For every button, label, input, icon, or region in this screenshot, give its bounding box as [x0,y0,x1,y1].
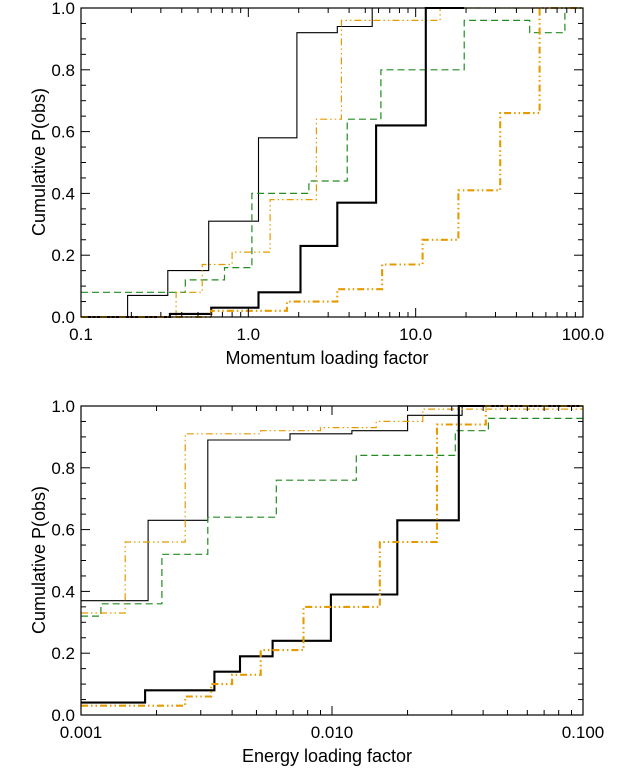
momentum-axes: 0.1 1.0 10.0 100.0 0.0 0.2 0.4 0.6 0.8 1.0 [51,0,604,344]
y-tick-label: 0.6 [51,521,75,540]
x-tick-label: 0.100 [562,723,605,742]
series-line-thin-dash-dot-dot [81,408,583,614]
x-tick-label: 0.1 [69,325,93,344]
series-line-thick-dash-dot-dot [81,404,583,707]
energy-y-axis-title: Cumulative P(obs) [29,486,49,634]
y-tick-label: 0.0 [51,706,75,725]
series-line-thin-solid [81,7,583,318]
energy-series-group [81,404,583,707]
series-line-thin-dash-dot-dot [81,7,583,318]
series-line-thick-solid [81,6,465,319]
series-line-thick-solid [81,404,583,704]
energy-x-axis-title: Energy loading factor [242,746,412,766]
momentum-series-group [81,6,583,319]
series-line-thick-dash-dot-dot [81,6,583,319]
y-tick-label: 0.0 [51,308,75,327]
y-tick-label: 0.8 [51,459,75,478]
series-line-dashed [81,417,583,617]
y-tick-label: 0.8 [51,61,75,80]
x-tick-label: 1.0 [237,325,261,344]
x-tick-label: 0.010 [311,723,354,742]
plot-frame [80,405,584,716]
energy-axes: 0.001 0.010 0.100 0.0 0.2 0.4 0.6 0.8 1.0 [51,397,604,742]
y-tick-label: 1.0 [51,397,75,416]
y-tick-label: 1.0 [51,0,75,18]
panel-momentum: 0.1 1.0 10.0 100.0 0.0 0.2 0.4 0.6 0.8 1.0 Moment… [29,0,604,368]
momentum-y-axis-title: Cumulative P(obs) [29,88,49,236]
y-tick-label: 0.2 [51,644,75,663]
momentum-x-axis-title: Momentum loading factor [225,348,428,368]
plot-frame [80,7,584,318]
series-line-dashed [81,7,583,293]
y-tick-label: 0.6 [51,123,75,142]
y-tick-label: 0.4 [51,582,75,601]
y-tick-label: 0.4 [51,184,75,203]
x-tick-label: 10.0 [399,325,432,344]
x-tick-label: 100.0 [562,325,605,344]
panel-energy: 0.001 0.010 0.100 0.0 0.2 0.4 0.6 0.8 1.0 Energy… [29,397,604,766]
x-tick-label: 0.001 [60,723,103,742]
y-tick-label: 0.2 [51,246,75,265]
series-line-thin-solid [81,405,583,602]
